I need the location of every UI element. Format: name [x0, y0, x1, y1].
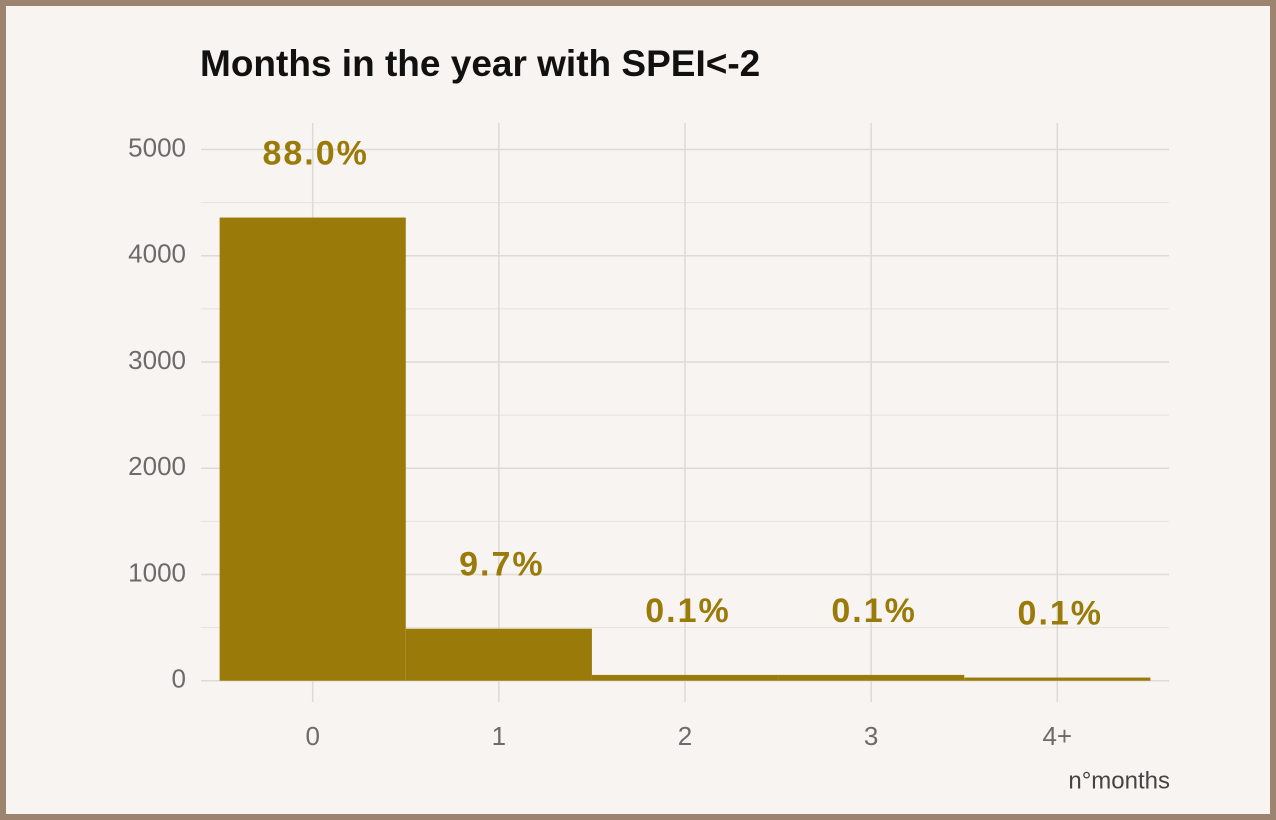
x-tick-label: 0 [305, 721, 319, 751]
x-axis-label: n°months [1068, 767, 1170, 794]
y-tick-label: 2000 [128, 451, 186, 481]
y-tick-label: 1000 [128, 557, 186, 587]
x-tick-label: 2 [678, 721, 692, 751]
x-tick-label: 4+ [1042, 721, 1072, 751]
bar [591, 674, 779, 681]
y-tick-label: 0 [172, 664, 186, 694]
bar-label: 9.7% [459, 546, 545, 584]
y-tick-label: 5000 [128, 132, 186, 162]
y-tick-label: 3000 [128, 345, 186, 375]
bar [219, 217, 406, 681]
bar-label: 0.1% [1018, 595, 1104, 633]
bar [778, 674, 965, 681]
bar-label: 0.1% [645, 592, 731, 630]
bar-label: 88.0% [262, 135, 368, 173]
bar-label: 0.1% [831, 592, 917, 630]
chart-title: Months in the year with SPEI<-2 [200, 43, 760, 84]
x-tick-label: 3 [864, 721, 878, 751]
x-tick-label: 1 [492, 721, 506, 751]
bar [964, 677, 1151, 681]
bar [405, 628, 592, 681]
y-tick-label: 4000 [128, 239, 186, 269]
